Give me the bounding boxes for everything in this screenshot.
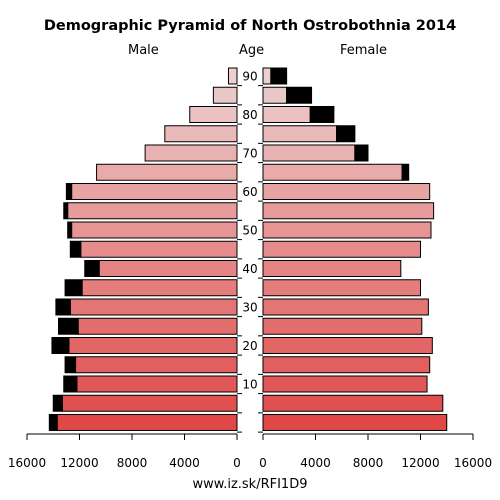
- female-excess-bar-65-69: [401, 163, 410, 181]
- female-bar-20-24: [262, 337, 433, 354]
- age-label: 70: [242, 147, 257, 161]
- male-bar-55-59: [67, 202, 238, 220]
- male-excess-bar-45-49: [69, 240, 82, 258]
- female-bar-0-4: [262, 414, 448, 431]
- female-x-tick-label: 4000: [300, 456, 331, 470]
- age-label: 90: [242, 70, 257, 84]
- female-bar-65-69: [262, 163, 403, 181]
- male-excess-bar-20-24: [51, 337, 70, 354]
- female-bar-30-34: [262, 298, 429, 316]
- female-bar-55-59: [262, 202, 435, 220]
- female-x-tick-label: 16000: [454, 456, 492, 470]
- female-bar-45-49: [262, 240, 421, 258]
- female-bar-10-14: [262, 375, 428, 393]
- male-x-tick-label: 4000: [169, 456, 200, 470]
- female-bar-50-54: [262, 221, 432, 239]
- male-bar-5-9: [61, 394, 238, 412]
- male-excess-bar-50-54: [67, 221, 73, 239]
- male-excess-bar-60-64: [65, 183, 73, 200]
- female-bar-40-44: [262, 260, 402, 277]
- male-excess-bar-10-14: [63, 375, 78, 393]
- male-excess-bar-40-44: [84, 260, 100, 277]
- male-excess-bar-55-59: [63, 202, 69, 220]
- age-label: 60: [242, 185, 257, 199]
- age-label: 30: [242, 301, 257, 315]
- male-bar-30-34: [69, 298, 238, 316]
- male-bar-40-44: [98, 260, 238, 277]
- age-label: 20: [242, 339, 257, 353]
- male-x-tick-label: 8000: [117, 456, 148, 470]
- female-excess-bar-70-74: [354, 144, 369, 162]
- male-bar-70-74: [144, 144, 238, 162]
- male-bar-65-69: [96, 163, 238, 181]
- male-bar-45-49: [80, 240, 238, 258]
- male-excess-bar-35-39: [64, 279, 83, 297]
- age-label: 10: [242, 378, 257, 392]
- male-x-tick-label: 16000: [8, 456, 46, 470]
- age-label: 40: [242, 262, 257, 276]
- female-bar-15-19: [262, 356, 431, 374]
- male-header: Male: [128, 43, 159, 58]
- female-x-tick-label: 0: [259, 456, 267, 470]
- male-bar-0-4: [56, 414, 238, 431]
- age-label: 50: [242, 224, 257, 238]
- female-bar-80-84: [262, 106, 311, 123]
- male-bar-85-89: [212, 86, 238, 104]
- female-bar-70-74: [262, 144, 356, 162]
- male-bar-60-64: [71, 183, 238, 200]
- male-bar-25-29: [77, 317, 238, 335]
- female-excess-bar-90+: [270, 67, 288, 85]
- male-bar-90+: [227, 67, 238, 85]
- male-excess-bar-25-29: [58, 317, 79, 335]
- male-excess-bar-0-4: [48, 414, 58, 431]
- age-label: 80: [242, 108, 257, 122]
- female-bar-25-29: [262, 317, 423, 335]
- chart-title: Demographic Pyramid of North Ostrobothni…: [43, 18, 457, 34]
- male-bar-35-39: [81, 279, 238, 297]
- age-header: Age: [239, 43, 265, 58]
- male-bar-80-84: [189, 106, 238, 123]
- male-excess-bar-5-9: [52, 394, 63, 412]
- female-x-tick-label: 8000: [353, 456, 384, 470]
- female-bar-5-9: [262, 394, 444, 412]
- male-bar-10-14: [76, 375, 238, 393]
- female-x-tick-label: 12000: [401, 456, 439, 470]
- male-bar-50-54: [71, 221, 238, 239]
- male-bar-15-19: [75, 356, 238, 374]
- female-excess-bar-80-84: [309, 106, 335, 123]
- male-x-tick-label: 0: [233, 456, 241, 470]
- male-bar-75-79: [164, 125, 238, 143]
- male-bar-20-24: [68, 337, 238, 354]
- female-excess-bar-75-79: [336, 125, 356, 143]
- source-link[interactable]: www.iz.sk/RFI1D9: [192, 477, 308, 492]
- female-bar-75-79: [262, 125, 337, 143]
- male-excess-bar-30-34: [55, 298, 71, 316]
- female-bar-90+: [262, 67, 272, 85]
- female-bar-35-39: [262, 279, 421, 297]
- female-bar-60-64: [262, 183, 431, 200]
- female-excess-bar-85-89: [286, 86, 313, 104]
- male-x-tick-label: 12000: [60, 456, 98, 470]
- male-excess-bar-15-19: [64, 356, 77, 374]
- female-bar-85-89: [262, 86, 288, 104]
- female-header: Female: [340, 43, 388, 58]
